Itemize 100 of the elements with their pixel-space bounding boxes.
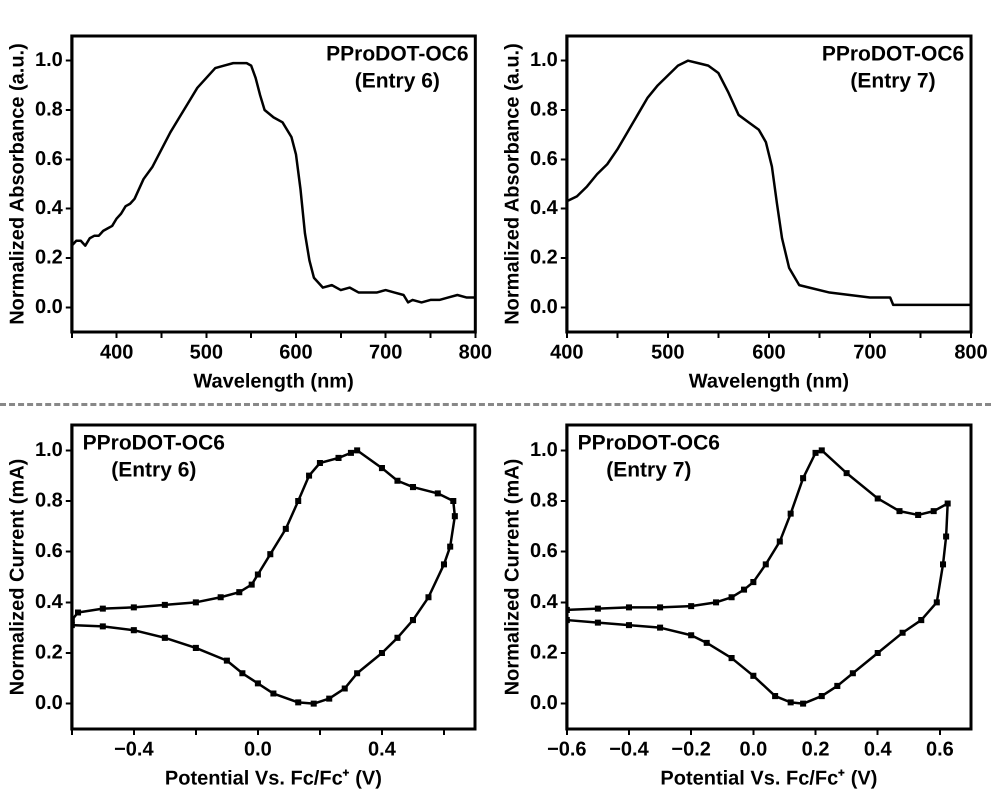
x-tick-label: 0.4: [368, 738, 397, 761]
y-tick-label: 1.0: [530, 49, 558, 72]
point: [741, 586, 748, 593]
y-tick-label: 0.4: [530, 590, 559, 613]
y-tick-label: 0.0: [530, 296, 558, 318]
point: [342, 685, 348, 692]
point: [410, 617, 416, 624]
point: [776, 538, 783, 545]
x-tick-label: 600: [752, 342, 786, 364]
point: [74, 609, 82, 616]
y-axis-title: Normalized Current (mA): [6, 458, 29, 696]
annotation: (Entry 7): [606, 458, 692, 482]
point: [100, 623, 106, 630]
point: [918, 617, 924, 624]
point: [306, 472, 312, 479]
point: [130, 604, 137, 610]
x-tick-label: −0.6: [547, 738, 587, 761]
point: [394, 478, 400, 484]
point: [425, 594, 432, 600]
point: [270, 690, 276, 697]
x-tick-label: 0.2: [802, 738, 830, 761]
point: [944, 500, 951, 507]
point: [940, 561, 946, 568]
y-tick-label: 0.2: [530, 642, 558, 664]
point: [218, 594, 224, 600]
point: [316, 460, 323, 466]
point: [688, 632, 694, 638]
x-tick-label: 0.0: [739, 738, 768, 761]
point: [410, 484, 416, 490]
point: [800, 700, 806, 707]
point: [818, 447, 825, 454]
point: [295, 498, 302, 504]
point: [896, 508, 903, 514]
point: [354, 670, 360, 676]
x-tick-label: 0.4: [864, 738, 892, 761]
point: [434, 490, 441, 496]
point: [728, 655, 735, 662]
point: [728, 594, 735, 600]
point: [326, 696, 332, 702]
x-tick-label: 0.6: [926, 738, 954, 761]
point: [450, 498, 456, 504]
point: [162, 634, 168, 641]
y-tick-label: 0.2: [34, 246, 63, 269]
annotation: PProDOT-OC6: [578, 431, 720, 454]
point: [772, 693, 778, 700]
y-axis-title: Normalized Absorbance (a.u.): [6, 43, 29, 325]
point: [834, 682, 840, 689]
point: [394, 634, 400, 641]
point: [800, 475, 806, 482]
annotation: (Entry 6): [111, 458, 196, 482]
point: [378, 650, 385, 656]
y-tick-label: 0.4: [34, 197, 64, 220]
point: [224, 658, 230, 664]
x-tick-label: 600: [279, 342, 313, 364]
point: [934, 599, 940, 606]
point: [762, 561, 769, 568]
point: [100, 606, 106, 612]
y-tick-label: 0.6: [530, 148, 558, 170]
annotation: PProDOT-OC6: [822, 42, 964, 66]
annotation: PProDOT-OC6: [326, 42, 468, 66]
point: [750, 672, 756, 679]
point: [336, 454, 342, 461]
annotation: PProDOT-OC6: [82, 431, 225, 454]
point: [254, 680, 261, 686]
point: [452, 513, 458, 520]
point: [130, 627, 137, 634]
point: [447, 544, 454, 550]
x-tick-label: 500: [651, 342, 685, 364]
point: [844, 470, 850, 476]
point: [594, 620, 601, 626]
y-tick-label: 0.6: [34, 148, 63, 170]
point: [282, 526, 289, 532]
point: [713, 599, 720, 606]
point: [440, 561, 448, 568]
y-axis-title: Normalized Current (mA): [502, 458, 524, 696]
point: [239, 670, 246, 676]
x-tick-label: 800: [954, 342, 988, 364]
x-tick-label: −0.4: [114, 738, 154, 761]
y-tick-label: 0.8: [530, 490, 558, 512]
x-tick-label: −0.2: [671, 738, 711, 761]
point: [354, 447, 360, 454]
point: [788, 699, 794, 706]
point: [236, 589, 242, 596]
point: [704, 640, 710, 646]
point: [295, 699, 302, 706]
point: [310, 700, 317, 707]
point: [788, 510, 794, 517]
x-tick-label: 400: [100, 342, 134, 364]
x-axis-title: Potential Vs. Fc/Fc⁺ (V): [164, 768, 382, 790]
x-axis-title: Wavelength (nm): [193, 370, 354, 393]
y-tick-label: 0.4: [530, 197, 559, 220]
point: [943, 533, 950, 540]
point: [378, 465, 385, 472]
x-axis-title: Wavelength (nm): [688, 370, 850, 393]
y-tick-label: 0.6: [34, 540, 63, 562]
annotation: (Entry 7): [850, 69, 936, 92]
point: [594, 606, 601, 612]
point: [248, 582, 255, 588]
x-tick-label: 700: [853, 342, 887, 364]
point: [750, 579, 756, 586]
